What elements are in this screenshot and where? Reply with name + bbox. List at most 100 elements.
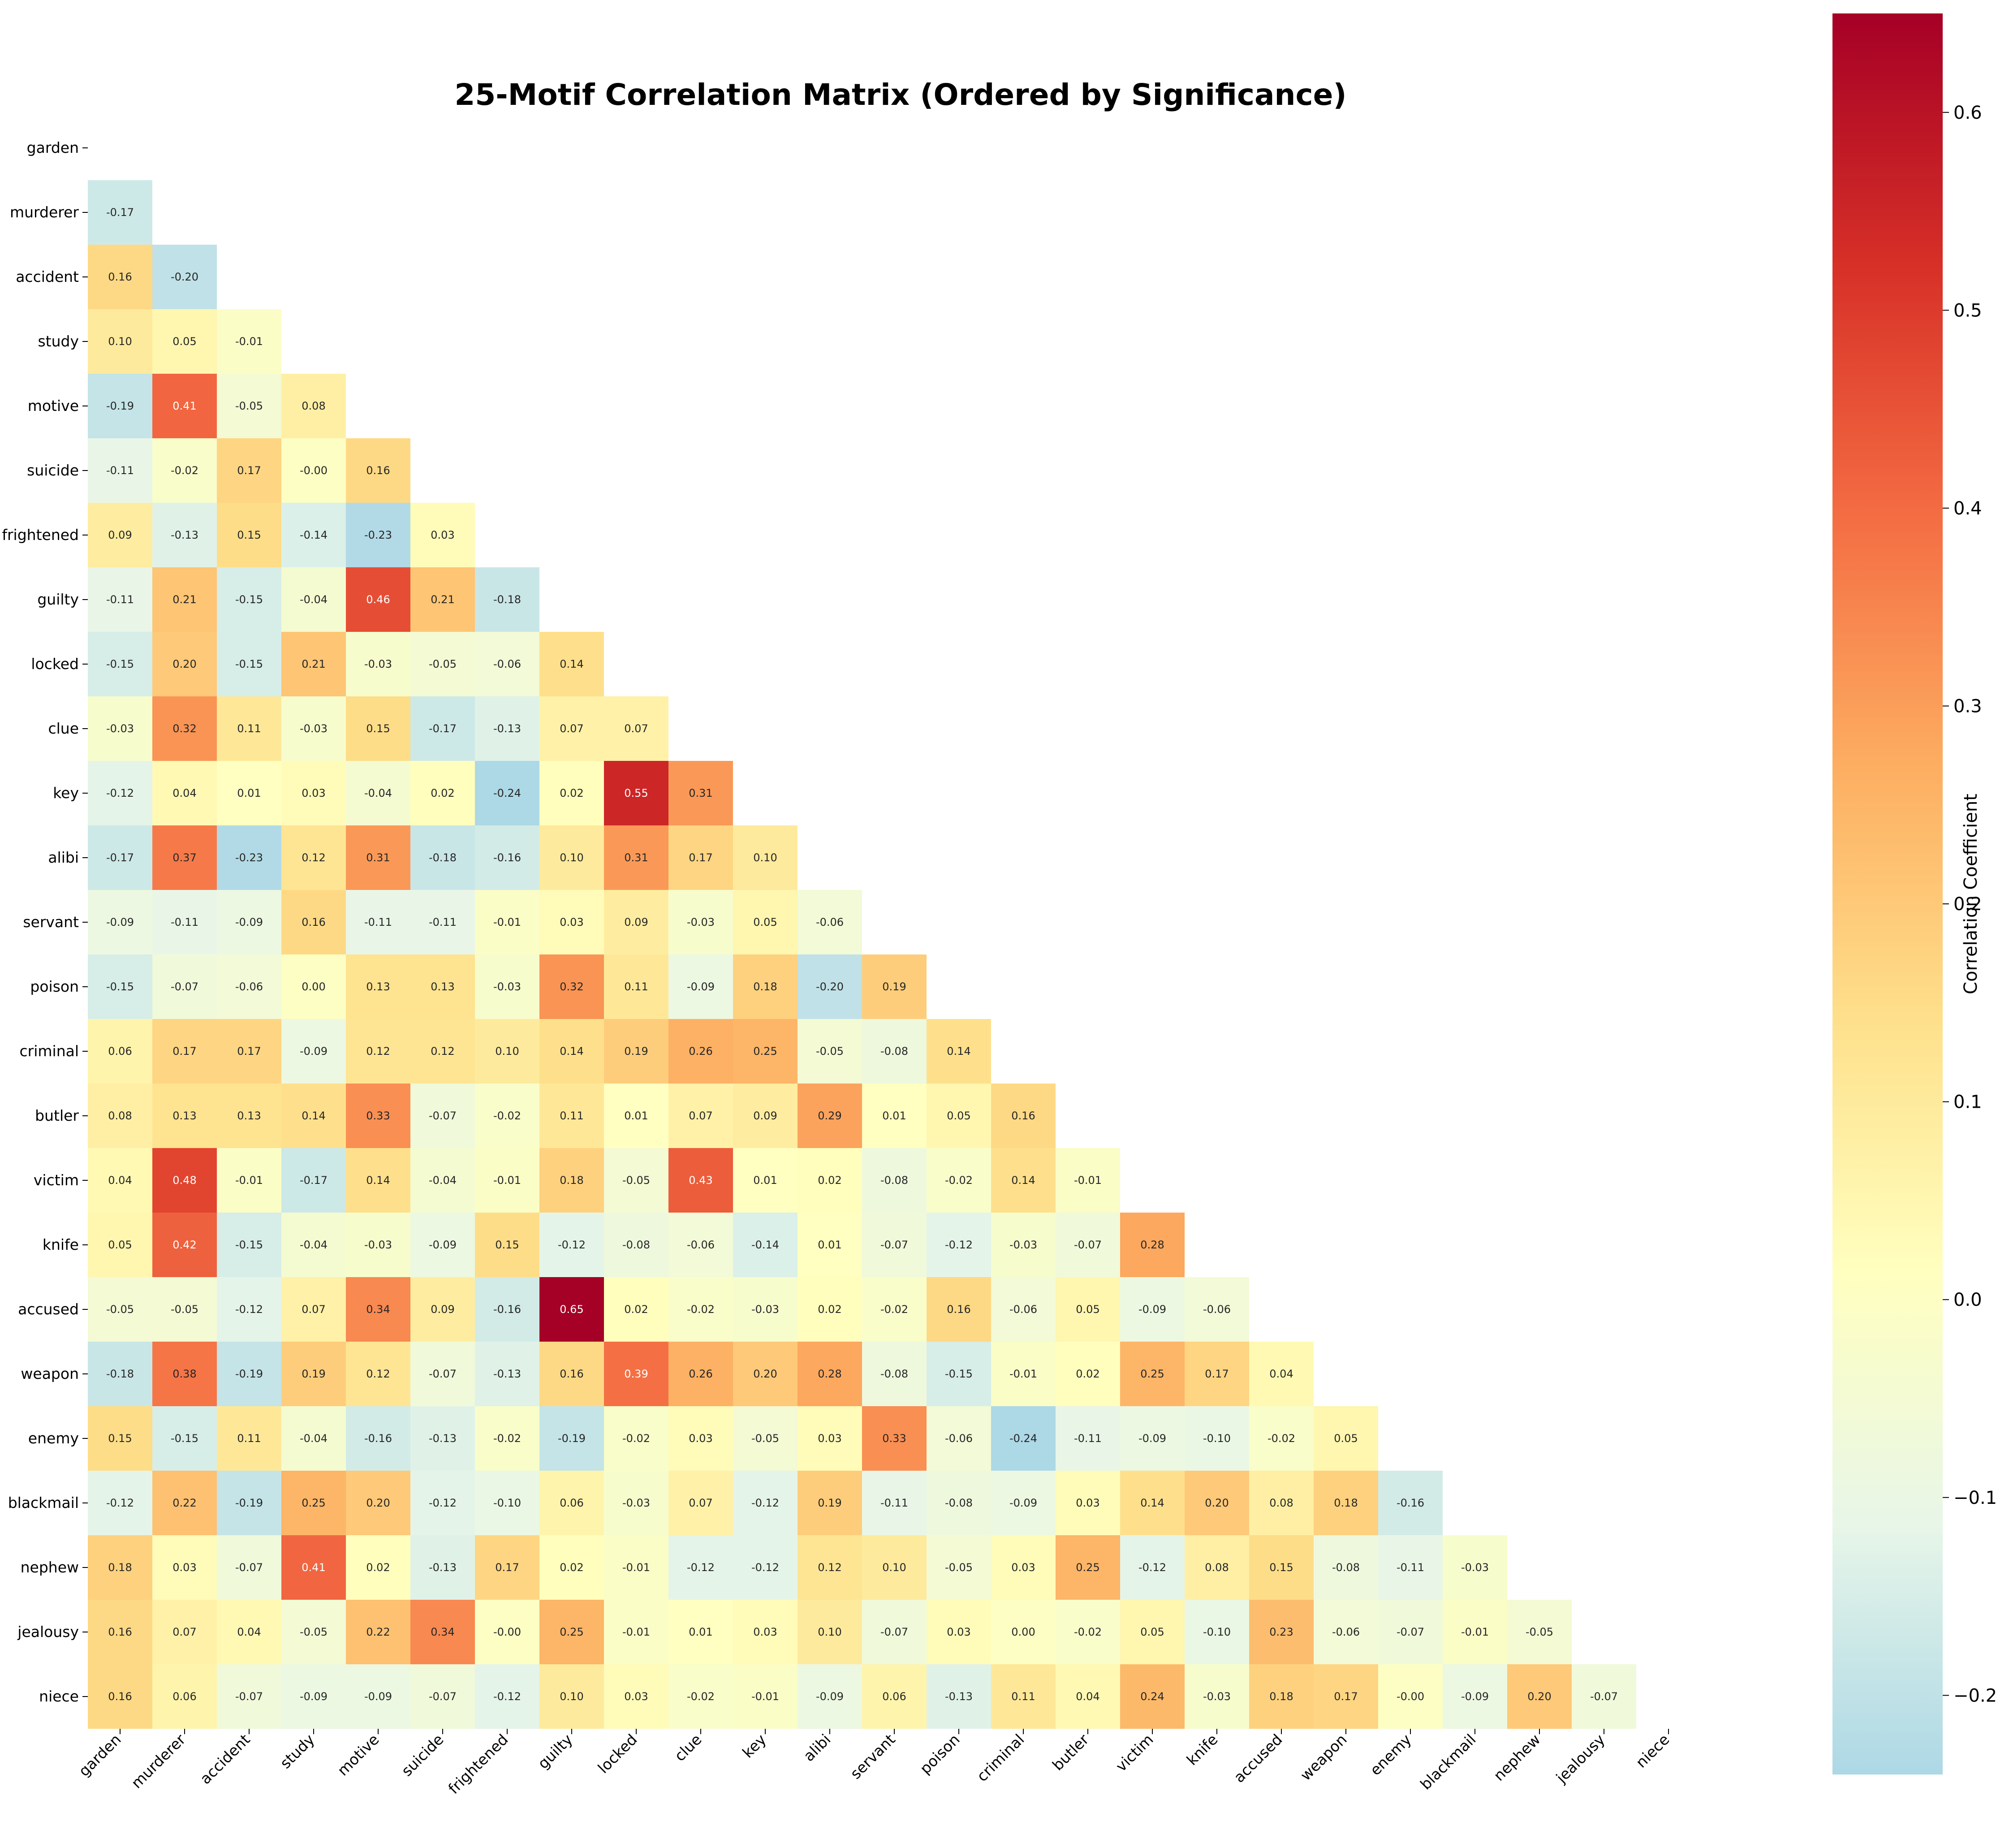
heatmap-cell [798, 1664, 862, 1729]
row-label: locked [31, 655, 79, 673]
column-label: frightened [445, 1731, 512, 1797]
cell-value-label: -0.15 [171, 1432, 198, 1445]
heatmap-cell [668, 954, 733, 1019]
heatmap-cell [475, 825, 539, 890]
cell-value-label: -0.07 [880, 1239, 908, 1251]
heatmap-cell [1314, 1664, 1378, 1729]
colorbar-ticks: −0.2 −0.1 0.0 0.1 0.2 0.3 0.4 0.5 0.6 [1943, 103, 1997, 1706]
heatmap-cell [88, 1277, 152, 1342]
heatmap-cell [539, 1148, 604, 1213]
cell-value-label: -0.15 [945, 1368, 973, 1380]
cell-value-label: 0.13 [237, 1110, 261, 1122]
cell-value-label: -0.13 [493, 1368, 521, 1380]
cell-value-label: -0.15 [235, 1239, 263, 1251]
heatmap-cell [217, 1019, 281, 1084]
row-label: guilty [37, 591, 79, 608]
heatmap-cell [1185, 1535, 1249, 1600]
column-label: poison [916, 1731, 963, 1777]
cell-value-label: 0.20 [172, 658, 196, 670]
heatmap-cell [1185, 1406, 1249, 1471]
heatmap-cell [410, 696, 475, 761]
cell-value-label: -0.12 [945, 1239, 973, 1251]
heatmap-cell [798, 954, 862, 1019]
cell-value-label: 0.22 [366, 1626, 390, 1638]
cell-value-label: 0.05 [172, 335, 196, 348]
heatmap-cell [217, 1342, 281, 1406]
heatmap-cell [152, 1342, 217, 1406]
heatmap-cell [88, 567, 152, 632]
cell-value-label: -0.01 [493, 916, 521, 928]
heatmap-cell [410, 1019, 475, 1084]
heatmap-cell [1120, 1342, 1185, 1406]
cell-value-label: -0.14 [300, 529, 328, 541]
heatmap-cell [991, 1664, 1056, 1729]
heatmap-cell [1120, 1277, 1185, 1342]
heatmap-cell [1185, 1342, 1249, 1406]
column-label: servant [847, 1731, 899, 1783]
row-label: alibi [48, 849, 79, 866]
cell-value-label: -0.15 [235, 593, 263, 606]
heatmap-cell [217, 696, 281, 761]
colorbar-tick-label: 0.5 [1953, 300, 1982, 321]
cell-value-label: -0.07 [429, 1110, 457, 1122]
heatmap-cell [410, 761, 475, 825]
cell-value-label: -0.02 [945, 1174, 973, 1187]
cell-value-label: 0.02 [624, 1303, 648, 1316]
heatmap-cell [346, 1471, 410, 1535]
cell-value-label: -0.13 [171, 529, 198, 541]
cell-value-label: 0.12 [366, 1368, 390, 1380]
heatmap-cell [733, 1471, 798, 1535]
cell-value-label: 0.15 [366, 722, 390, 735]
colorbar-tick-label: 0.2 [1953, 894, 1982, 915]
heatmap-cell [1120, 1406, 1185, 1471]
cell-value-label: -0.20 [171, 271, 198, 283]
cell-value-label: -0.02 [622, 1432, 650, 1445]
heatmap-cell [862, 1148, 927, 1213]
cell-value-label: -0.02 [493, 1110, 521, 1122]
cell-value-label: 0.12 [366, 1045, 390, 1058]
cell-value-label: 0.26 [689, 1368, 712, 1380]
heatmap-cell [604, 1019, 668, 1084]
heatmap-cell [152, 245, 217, 309]
cell-value-label: 0.10 [560, 1690, 583, 1703]
cell-value-label: -0.01 [622, 1626, 650, 1638]
heatmap-cell [927, 1084, 991, 1148]
heatmap-cell [346, 1406, 410, 1471]
cell-value-label: 0.08 [1269, 1497, 1293, 1509]
cell-value-label: 0.10 [882, 1561, 906, 1574]
cell-value-label: 0.32 [172, 722, 196, 735]
cell-value-label: 0.17 [237, 1045, 261, 1058]
heatmap-cell [604, 825, 668, 890]
cell-value-label: -0.00 [300, 464, 328, 477]
cell-value-label: -0.05 [300, 1626, 328, 1638]
heatmap-cell [668, 761, 733, 825]
heatmap-cell [88, 825, 152, 890]
heatmap-cell [862, 1084, 927, 1148]
heatmap-cell [152, 1277, 217, 1342]
cell-value-label: -0.13 [945, 1690, 973, 1703]
cell-value-label: 0.07 [302, 1303, 325, 1316]
cell-value-label: -0.12 [751, 1561, 779, 1574]
heatmap-cell [539, 1406, 604, 1471]
cell-value-label: 0.11 [237, 722, 261, 735]
heatmap-cell [346, 1148, 410, 1213]
heatmap-cell [88, 245, 152, 309]
column-label: key [739, 1731, 769, 1761]
cell-value-label: 0.03 [431, 529, 454, 541]
cell-value-label: -0.19 [235, 1497, 263, 1509]
heatmap-cell [862, 1019, 927, 1084]
cell-value-label: 0.14 [1140, 1497, 1164, 1509]
heatmap-cell [152, 1406, 217, 1471]
heatmap-cell [1056, 1342, 1120, 1406]
cell-value-label: 0.23 [1269, 1626, 1293, 1638]
cell-value-label: -0.13 [493, 722, 521, 735]
heatmap-cell [604, 1471, 668, 1535]
cell-value-label: -0.12 [493, 1690, 521, 1703]
cell-value-label: 0.05 [1334, 1432, 1358, 1445]
cell-value-label: 0.16 [108, 271, 132, 283]
heatmap-cell [217, 761, 281, 825]
column-label: accused [1230, 1731, 1286, 1786]
heatmap-cell [217, 1600, 281, 1664]
cell-value-label: -0.12 [1138, 1561, 1166, 1574]
row-label: key [53, 784, 79, 802]
